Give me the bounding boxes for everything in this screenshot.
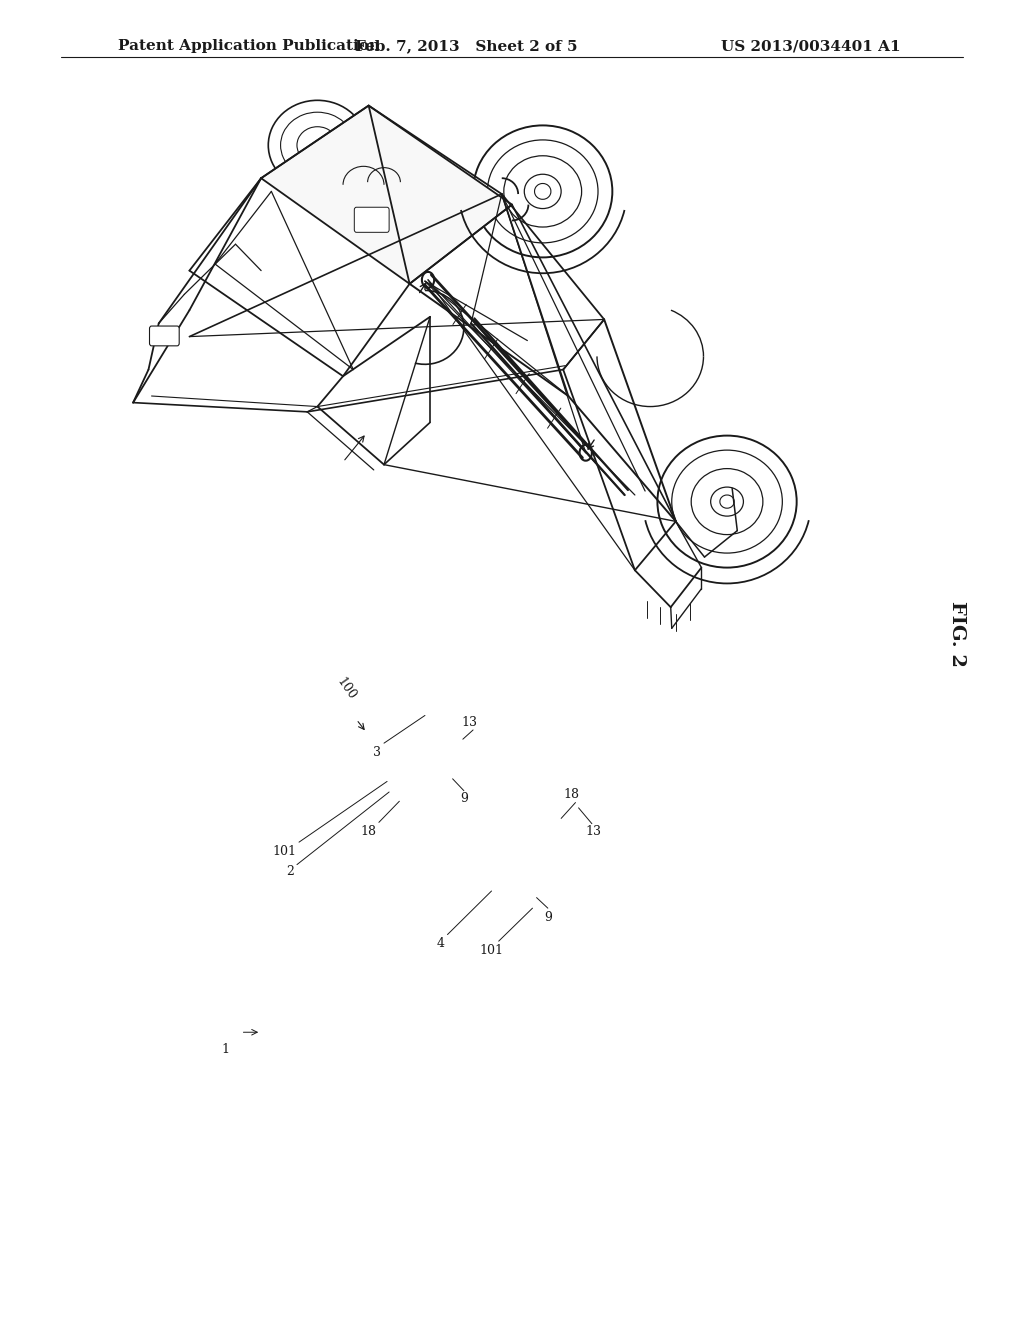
Text: 2: 2 bbox=[286, 865, 294, 878]
Text: 101: 101 bbox=[272, 845, 297, 858]
FancyBboxPatch shape bbox=[354, 207, 389, 232]
Text: 101: 101 bbox=[479, 944, 504, 957]
Text: 3: 3 bbox=[373, 746, 381, 759]
Text: 4: 4 bbox=[436, 937, 444, 950]
Text: 13: 13 bbox=[461, 715, 477, 729]
Text: 1: 1 bbox=[221, 1043, 229, 1056]
Text: Feb. 7, 2013   Sheet 2 of 5: Feb. 7, 2013 Sheet 2 of 5 bbox=[354, 40, 578, 53]
Text: 13: 13 bbox=[586, 825, 602, 838]
Text: FIG. 2: FIG. 2 bbox=[948, 601, 967, 667]
Text: 18: 18 bbox=[360, 825, 377, 838]
Text: 18: 18 bbox=[563, 788, 580, 801]
FancyBboxPatch shape bbox=[150, 326, 179, 346]
Text: US 2013/0034401 A1: US 2013/0034401 A1 bbox=[722, 40, 901, 53]
Polygon shape bbox=[261, 106, 512, 284]
Text: 9: 9 bbox=[460, 792, 468, 805]
Text: 100: 100 bbox=[334, 676, 358, 702]
Text: Patent Application Publication: Patent Application Publication bbox=[118, 40, 380, 53]
Text: 9: 9 bbox=[544, 911, 552, 924]
